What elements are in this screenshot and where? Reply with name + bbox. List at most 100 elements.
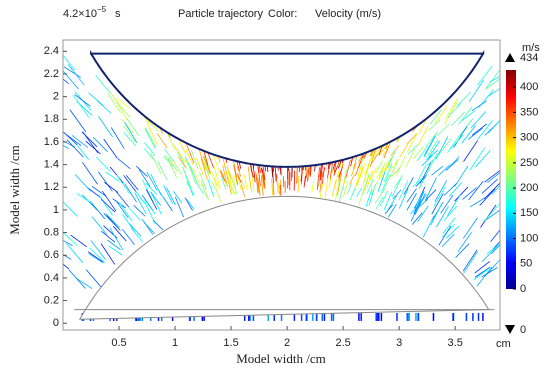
trajectory	[116, 192, 129, 208]
plot-area	[51, 0, 509, 321]
trajectory	[332, 181, 336, 197]
trajectory	[188, 162, 195, 184]
trajectory	[447, 195, 460, 216]
trajectory	[400, 143, 409, 158]
trajectory	[153, 220, 163, 230]
chart-title: Particle trajectory	[178, 8, 263, 20]
trajectory	[394, 175, 403, 187]
trajectory	[82, 195, 97, 210]
trajectory	[66, 243, 82, 262]
trajectory	[469, 80, 484, 102]
trajectory	[99, 195, 113, 216]
trajectory	[167, 188, 176, 205]
trajectory	[77, 194, 93, 204]
trajectory	[249, 171, 252, 193]
trajectory	[96, 157, 110, 172]
trajectory	[144, 148, 155, 160]
trajectory	[92, 217, 106, 235]
trajectory	[491, 221, 507, 242]
trajectory	[101, 199, 115, 212]
trajectory	[388, 150, 396, 169]
trajectory	[183, 167, 191, 188]
trajectory	[450, 135, 463, 149]
y-tick-label: 0.8	[44, 226, 59, 238]
color-label: Color:	[268, 8, 297, 20]
x-tick-label: 1	[172, 337, 178, 349]
trajectory	[357, 187, 363, 196]
trajectory	[108, 93, 121, 112]
x-tick-label: 2	[284, 337, 290, 349]
trajectory	[117, 175, 130, 194]
trajectory	[70, 110, 86, 132]
trajectory	[455, 187, 468, 201]
trajectory	[116, 200, 129, 218]
trajectory	[106, 172, 119, 181]
trajectory	[392, 179, 400, 197]
trajectory	[109, 246, 122, 255]
trajectory	[125, 123, 137, 143]
y-axis-label: Model width /cm	[7, 145, 22, 235]
trajectory	[441, 195, 453, 213]
trajectory	[488, 86, 504, 97]
trajectory	[484, 183, 500, 199]
trajectory	[277, 178, 278, 194]
trajectory	[384, 163, 392, 181]
color-expression: Velocity (m/s)	[315, 8, 381, 20]
time-unit: s	[115, 8, 121, 20]
trajectory	[350, 189, 355, 200]
y-tick-label: 1.4	[44, 159, 59, 171]
trajectory	[464, 251, 478, 273]
trajectory	[485, 170, 501, 182]
trajectory	[106, 214, 119, 228]
trajectory	[425, 178, 436, 201]
trajectory	[147, 172, 157, 191]
trajectory	[298, 176, 299, 193]
y-tick-label: 0.2	[44, 294, 59, 306]
trajectory	[482, 246, 498, 262]
x-tick-label: 3.5	[448, 337, 463, 349]
trajectory	[113, 226, 126, 241]
trajectory	[279, 185, 280, 195]
trajectory	[347, 183, 352, 194]
time-exponent: −5	[97, 5, 107, 14]
y-tick-label: 2.2	[44, 68, 59, 80]
x-tick-label: 2.5	[335, 337, 350, 349]
trajectory	[312, 181, 314, 193]
trajectory	[454, 126, 467, 147]
trajectory	[392, 167, 400, 177]
trajectory	[359, 187, 365, 206]
trajectory	[131, 228, 143, 242]
trajectory	[482, 179, 498, 193]
trajectory	[488, 116, 504, 133]
x-unit: cm	[496, 338, 511, 350]
trajectory	[64, 67, 81, 78]
trajectory	[136, 166, 147, 176]
trajectory	[89, 254, 104, 263]
x-tick-label: 3	[396, 337, 402, 349]
trajectory	[151, 153, 161, 174]
y-tick-label: 2.4	[44, 45, 59, 57]
trajectory	[388, 204, 396, 217]
trajectory	[448, 134, 461, 152]
trajectory	[475, 261, 490, 273]
colorbar-tick-label: 350	[520, 106, 538, 118]
colorbar-tick-label: 150	[520, 207, 538, 219]
y-tick-label: 1.8	[44, 113, 59, 125]
trajectory	[122, 214, 134, 231]
trajectory	[104, 182, 118, 192]
trajectory	[71, 235, 87, 247]
trajectory	[472, 101, 487, 111]
colorbar-tick-label: 0	[520, 283, 526, 295]
trajectory	[485, 78, 501, 89]
trajectory	[158, 161, 168, 180]
trajectory	[164, 185, 173, 204]
trajectory	[339, 185, 343, 202]
trajectory	[272, 178, 273, 195]
trajectory	[111, 128, 124, 149]
y-tick-label: 0	[53, 317, 59, 329]
x-axis-label: Model width /cm	[236, 351, 326, 366]
trajectory	[446, 159, 459, 170]
trajectory	[370, 168, 377, 181]
trajectory	[190, 166, 197, 185]
y-tick-label: 1.2	[44, 181, 59, 193]
